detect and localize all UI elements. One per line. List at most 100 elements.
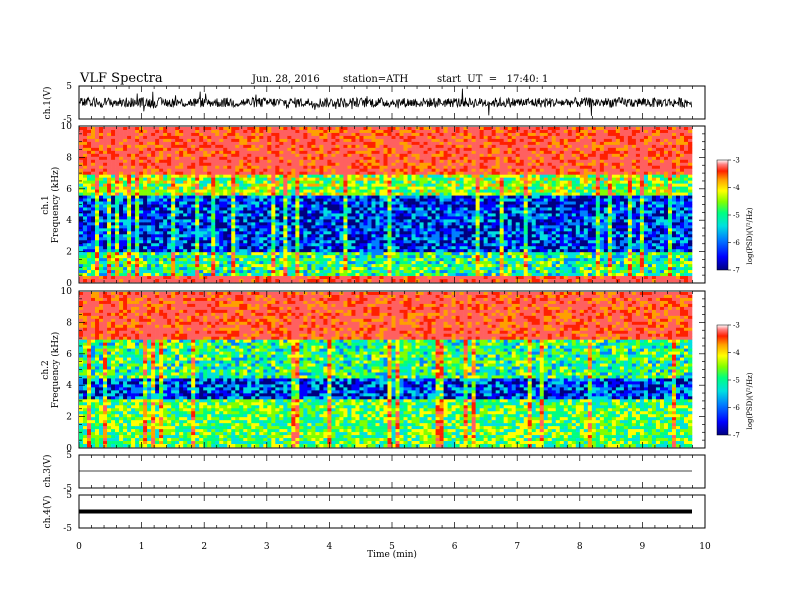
spectrogram-cell xyxy=(420,160,424,163)
spectrogram-cell xyxy=(187,231,191,234)
spectrogram-cell xyxy=(279,207,283,210)
spectrogram-cell xyxy=(79,270,83,273)
spectrogram-cell xyxy=(275,210,279,213)
spectrogram-cell xyxy=(147,234,151,237)
spectrogram-cell xyxy=(255,145,259,148)
spectrogram-cell xyxy=(375,219,379,222)
spectrogram-cell xyxy=(303,210,307,213)
spectrogram-cell xyxy=(235,270,239,273)
spectrogram-cell xyxy=(215,255,219,258)
spectrogram-cell xyxy=(428,231,432,234)
spectrogram-cell xyxy=(452,231,456,234)
spectrogram-cell xyxy=(99,157,103,160)
spectrogram-cell xyxy=(388,190,392,193)
spectrogram-cell xyxy=(163,202,167,205)
spectrogram-cell xyxy=(211,160,215,163)
spectrogram-cell xyxy=(436,231,440,234)
spectrogram-cell xyxy=(207,255,211,258)
spectrogram-cell xyxy=(367,255,371,258)
spectrogram-cell xyxy=(444,151,448,154)
spectrogram-cell xyxy=(448,166,452,169)
spectrogram-cell xyxy=(83,199,87,202)
spectrogram-cell xyxy=(388,258,392,261)
spectrogram-cell xyxy=(83,234,87,237)
spectrogram-cell xyxy=(135,234,139,237)
spectrogram-cell xyxy=(452,279,456,282)
spectrogram-cell xyxy=(207,270,211,273)
spectrogram-cell xyxy=(219,240,223,243)
spectrogram-cell xyxy=(335,160,339,163)
spectrogram-cell xyxy=(367,187,371,190)
spectrogram-cell xyxy=(219,193,223,196)
spectrogram-cell xyxy=(239,160,243,163)
spectrogram-cell xyxy=(239,267,243,270)
spectrogram-cell xyxy=(115,190,119,193)
spectrogram-cell xyxy=(420,228,424,231)
spectrogram-cell xyxy=(119,240,123,243)
spectrogram-cell xyxy=(384,169,388,172)
spectrogram-cell xyxy=(151,139,155,142)
spectrogram-cell xyxy=(203,249,207,252)
spectrogram-cell xyxy=(408,172,412,175)
spectrogram-cell xyxy=(400,163,404,166)
spectrogram-cell xyxy=(452,261,456,264)
spectrogram-cell xyxy=(460,172,464,175)
spectrogram-cell xyxy=(99,193,103,196)
spectrogram-cell xyxy=(99,258,103,261)
spectrogram-cell xyxy=(351,225,355,228)
spectrogram-cell xyxy=(331,178,335,181)
spectrogram-cell xyxy=(83,178,87,181)
spectrogram-cell xyxy=(371,240,375,243)
spectrogram-cell xyxy=(379,210,383,213)
spectrogram-cell xyxy=(396,133,400,136)
spectrogram-cell xyxy=(107,267,111,270)
spectrogram-cell xyxy=(127,202,131,205)
spectrogram-cell xyxy=(231,136,235,139)
spectrogram-cell xyxy=(107,249,111,252)
spectrogram-cell xyxy=(191,264,195,267)
spectrogram-cell xyxy=(436,133,440,136)
spectrogram-cell xyxy=(127,190,131,193)
spectrogram-cell xyxy=(119,199,123,202)
spectrogram-cell xyxy=(311,205,315,208)
spectrogram-cell xyxy=(91,199,95,202)
spectrogram-cell xyxy=(135,172,139,175)
spectrogram-cell xyxy=(303,261,307,264)
spectrogram-cell xyxy=(167,207,171,210)
spectrogram-cell xyxy=(219,142,223,145)
spectrogram-cell xyxy=(171,133,175,136)
spectrogram-cell xyxy=(259,154,263,157)
spectrogram-cell xyxy=(436,240,440,243)
spectrogram-cell xyxy=(307,133,311,136)
spectrogram-cell xyxy=(448,279,452,282)
spectrogram-cell xyxy=(275,216,279,219)
spectrogram-cell xyxy=(323,184,327,187)
spectrogram-cell xyxy=(279,258,283,261)
spectrogram-cell xyxy=(195,142,199,145)
spectrogram-cell xyxy=(424,261,428,264)
spectrogram-cell xyxy=(87,160,91,163)
spectrogram-cell xyxy=(79,261,83,264)
spectrogram-cell xyxy=(79,237,83,240)
spectrogram-cell xyxy=(307,243,311,246)
spectrogram-cell xyxy=(303,255,307,258)
spectrogram-cell xyxy=(335,225,339,228)
spectrogram-cell xyxy=(223,190,227,193)
spectrogram-cell xyxy=(440,210,444,213)
spectrogram-cell xyxy=(275,213,279,216)
spectrogram-cell xyxy=(107,246,111,249)
spectrogram-cell xyxy=(175,210,179,213)
spectrogram-cell xyxy=(392,193,396,196)
spectrogram-cell xyxy=(432,166,436,169)
spectrogram-cell xyxy=(99,210,103,213)
spectrogram-cell xyxy=(115,237,119,240)
spectrogram-cell xyxy=(299,181,303,184)
spectrogram-cell xyxy=(339,166,343,169)
spectrogram-cell xyxy=(287,127,291,130)
spectrogram-cell xyxy=(271,207,275,210)
spectrogram-cell xyxy=(91,175,95,178)
spectrogram-cell xyxy=(363,270,367,273)
spectrogram-cell xyxy=(315,199,319,202)
spectrogram-cell xyxy=(103,154,107,157)
spectrogram-cell xyxy=(295,184,299,187)
